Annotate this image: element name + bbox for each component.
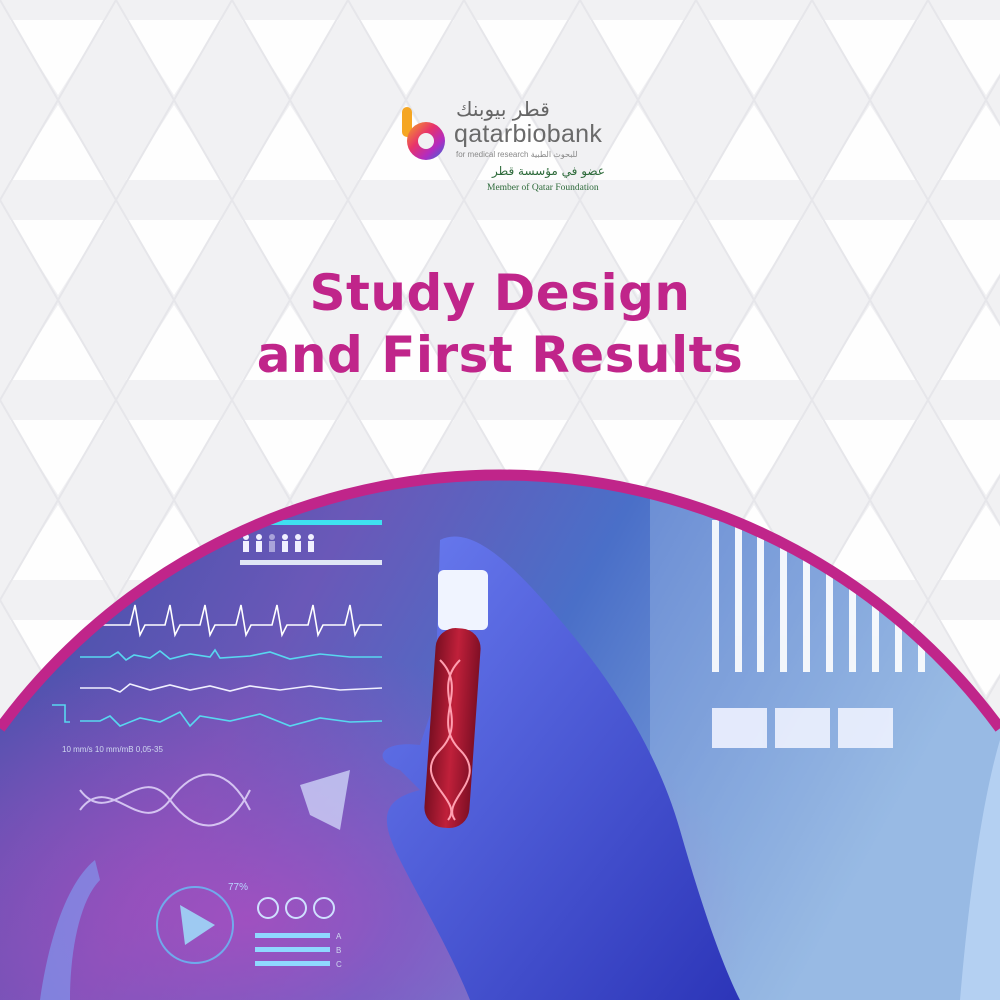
- member-english: Member of Qatar Foundation: [487, 183, 599, 193]
- people-icons: [243, 534, 314, 552]
- polygon-graphic: [300, 770, 350, 830]
- bar-label-c: C: [336, 960, 342, 969]
- title-line-1: Study Design: [309, 264, 691, 322]
- dial-icons: [257, 897, 335, 919]
- tagline-arabic: للبحوث الطبية: [530, 150, 578, 159]
- hud-bar: [200, 520, 382, 525]
- tagline-english: for medical research: [456, 150, 529, 159]
- ecg-waveforms: [52, 604, 383, 728]
- dna-helix-graphic: [79, 773, 251, 827]
- mesh-graphic-right: [960, 740, 1000, 1000]
- qatar-biobank-logo: قطر بيوبنك qatarbiobank for medical rese…: [402, 99, 605, 198]
- hud-bar: [240, 560, 382, 565]
- arc-border: [0, 469, 1000, 732]
- percent-label: 77%: [228, 882, 248, 893]
- bar-label-b: B: [336, 946, 341, 955]
- folder-icons: [712, 708, 893, 748]
- progress-bars: [255, 933, 330, 966]
- radar-graphic: [156, 886, 234, 964]
- title-line-2: and First Results: [256, 326, 744, 384]
- mesh-graphic-left: [40, 860, 100, 1000]
- page-title: Study Design and First Results: [0, 262, 1000, 386]
- brand-name-arabic: قطر بيوبنك: [456, 97, 550, 121]
- ecg-scale-label: 10 mm/s 10 mm/mB 0,05-35: [62, 745, 163, 754]
- dna-in-tube: [439, 659, 471, 821]
- bar-label-a: A: [336, 932, 342, 941]
- tube-cap: [438, 570, 488, 630]
- biobank-b-logo-icon: [402, 107, 445, 160]
- brand-name: qatarbiobank: [454, 120, 603, 148]
- bar-graphic-right: [712, 520, 925, 672]
- brand-tagline: for medical research للبحوث الطبية: [456, 150, 578, 160]
- member-arabic: عضو في مؤسسة قطر: [492, 164, 605, 178]
